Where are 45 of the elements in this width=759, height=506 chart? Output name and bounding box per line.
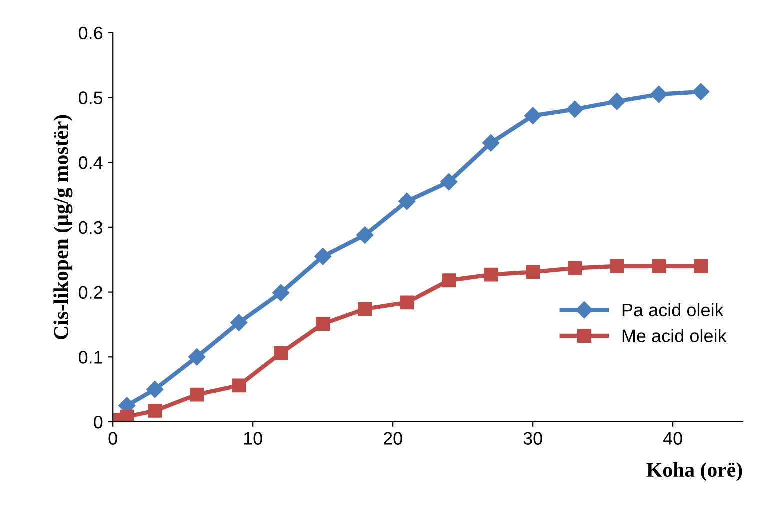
x-tick-label: 20: [384, 432, 402, 445]
point: [440, 174, 458, 191]
point: [274, 346, 288, 360]
y-axis-title: Cis-likopen (µg/g mostër): [54, 115, 73, 340]
point: [356, 226, 374, 244]
point: [608, 93, 626, 110]
x-tick-label: 40: [663, 432, 682, 445]
point: [694, 259, 708, 274]
y-tick-label: 0: [94, 416, 103, 429]
y-tick-label: 0.2: [78, 286, 102, 300]
y-tick-label: 0.6: [78, 26, 103, 40]
point: [484, 268, 498, 282]
x-tick-label: 0: [108, 432, 118, 445]
point: [650, 86, 668, 104]
point: [358, 302, 372, 316]
point: [524, 107, 542, 124]
point: [610, 259, 624, 274]
y-tick-label: 0.5: [78, 92, 103, 104]
legend-label: Pa acid oleik: [622, 303, 724, 317]
point: [148, 404, 162, 418]
point: [398, 192, 416, 210]
point: [442, 274, 456, 288]
y-tick-label: 0.3: [78, 221, 103, 234]
point: [652, 259, 666, 274]
y-tick-label: 0.4: [78, 156, 103, 170]
point: [272, 284, 290, 302]
point: [230, 314, 248, 332]
point: [188, 348, 206, 366]
point: [314, 248, 332, 266]
point: [316, 317, 330, 332]
point: [232, 378, 246, 393]
point: [400, 296, 414, 310]
legend-label: Me acid oleik: [622, 329, 727, 342]
point: [568, 261, 582, 276]
x-tick-label: 30: [524, 432, 542, 445]
point: [526, 265, 540, 280]
point: [692, 83, 710, 100]
point: [146, 381, 164, 398]
x-tick-label: 10: [244, 432, 262, 445]
point: [482, 134, 500, 152]
point: [566, 100, 584, 118]
point: [190, 388, 204, 402]
point: [120, 410, 134, 422]
x-axis-title: Koha (orë): [646, 462, 742, 482]
y-tick-label: 0.1: [78, 351, 102, 364]
